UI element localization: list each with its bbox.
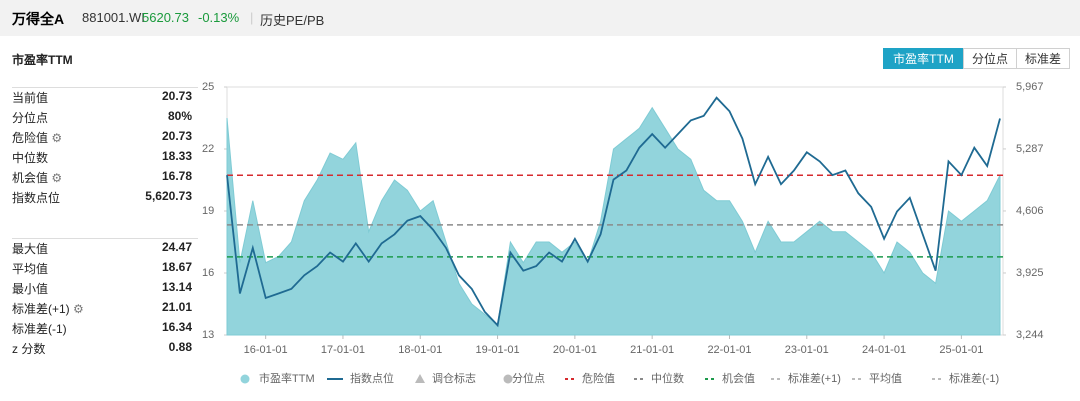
legend-label[interactable]: 调仓标志 <box>432 371 476 385</box>
legend-label[interactable]: 指数点位 <box>350 371 394 385</box>
y-tick-label: 22 <box>202 143 214 155</box>
y2-tick-label: 4,606 <box>1016 205 1044 217</box>
stat-row: 最大值 24.47 <box>12 240 192 257</box>
legend-label[interactable]: 中位数 <box>651 371 684 385</box>
gear-icon[interactable]: ⚙ <box>69 302 84 316</box>
stat-row: 危险值 ⚙ 20.73 <box>12 129 192 146</box>
stat-value: 18.67 <box>161 260 192 274</box>
header-tab[interactable]: 历史PE/PB <box>260 13 325 28</box>
index-code: 881001.WI <box>82 10 145 25</box>
legend-label[interactable]: 分位点 <box>512 371 545 385</box>
legend-label[interactable]: 标准差(-1) <box>949 371 999 385</box>
stat-label: 最小值 <box>12 282 49 296</box>
x-tick-label: 20-01-01 <box>553 344 597 356</box>
stat-value: 16.78 <box>161 169 192 183</box>
y-tick-label: 16 <box>202 267 214 279</box>
y-tick-label: 25 <box>202 81 214 93</box>
stat-value: 16.34 <box>161 320 192 334</box>
tab[interactable]: 市盈率TTM <box>883 48 964 69</box>
stat-value: 5,620.73 <box>145 189 192 203</box>
index-name: 万得全A <box>12 11 65 27</box>
gear-icon[interactable]: ⚙ <box>48 171 63 185</box>
y2-tick-label: 3,925 <box>1016 267 1044 279</box>
x-tick-label: 22-01-01 <box>707 344 751 356</box>
stat-label: 分位点 <box>12 111 49 125</box>
stat-label: 机会值 <box>12 171 49 185</box>
price: 5620.73 <box>142 10 189 25</box>
legend-label[interactable]: 机会值 <box>722 371 755 385</box>
stat-label: 中位数 <box>12 151 49 165</box>
index-line <box>226 96 1001 328</box>
x-tick-label: 17-01-01 <box>321 344 365 356</box>
stat-label: 指数点位 <box>12 191 61 205</box>
legend-marker <box>415 374 425 383</box>
stat-label: 当前值 <box>12 91 49 105</box>
panel-title: 市盈率TTM <box>12 53 73 67</box>
stat-row: z 分数 0.88 <box>12 340 192 357</box>
y2-tick-label: 5,967 <box>1016 81 1044 93</box>
legend-label[interactable]: 危险值 <box>582 371 615 385</box>
stat-value: 20.73 <box>161 129 192 143</box>
stat-value: 20.73 <box>161 89 192 103</box>
stat-value: 80% <box>167 109 192 123</box>
main <box>0 37 1080 401</box>
stat-value: 21.01 <box>161 300 192 314</box>
divider <box>12 238 198 239</box>
stat-label: 危险值 <box>12 131 49 145</box>
header: 万得全A 881001.WI 5620.73 -0.13% | 历史PE/PB <box>0 0 1080 36</box>
y2-tick-label: 5,287 <box>1016 143 1044 155</box>
stat-row: 最小值 13.14 <box>12 280 192 297</box>
legend-marker <box>503 374 513 384</box>
stat-label: 标准差(+1) <box>12 302 70 316</box>
x-tick-label: 25-01-01 <box>939 344 983 356</box>
stat-label: z 分数 <box>12 342 46 356</box>
x-tick-label: 23-01-01 <box>785 344 829 356</box>
stat-value: 24.47 <box>161 240 192 254</box>
stat-label: 标准差(-1) <box>12 322 67 336</box>
legend-label[interactable]: 平均值 <box>869 372 902 385</box>
stat-value: 13.14 <box>161 280 192 294</box>
x-tick-label: 24-01-01 <box>862 344 906 356</box>
legend-label[interactable]: 标准差(+1) <box>788 371 841 385</box>
stat-row: 中位数 18.33 <box>12 149 192 166</box>
legend-marker <box>240 374 250 384</box>
stat-label: 最大值 <box>12 242 49 256</box>
y2-tick-label: 3,244 <box>1016 329 1044 341</box>
stat-value: 18.33 <box>161 149 192 163</box>
stat-row: 标准差(+1) ⚙ 21.01 <box>12 300 192 317</box>
stat-row: 机会值 ⚙ 16.78 <box>12 169 192 186</box>
separator: | <box>250 10 254 25</box>
x-tick-label: 21-01-01 <box>630 344 674 356</box>
change: -0.13% <box>198 10 240 25</box>
tab[interactable]: 标准差 <box>1016 48 1070 69</box>
legend-label[interactable]: 市盈率TTM <box>259 371 315 385</box>
x-tick-label: 19-01-01 <box>476 344 520 356</box>
stat-row: 当前值 20.73 <box>12 89 192 106</box>
stat-row: 标准差(-1) 16.34 <box>12 320 192 337</box>
stat-label: 平均值 <box>12 262 49 276</box>
x-tick-label: 16-01-01 <box>244 344 288 356</box>
stat-row: 平均值 18.67 <box>12 260 192 277</box>
gear-icon[interactable]: ⚙ <box>48 131 63 145</box>
stat-row: 指数点位 5,620.73 <box>12 189 192 206</box>
pe-area <box>226 106 1001 336</box>
stat-value: 0.88 <box>168 340 192 354</box>
y-tick-label: 19 <box>202 205 214 217</box>
divider <box>12 87 198 88</box>
stat-row: 分位点 80% <box>12 109 192 126</box>
x-tick-label: 18-01-01 <box>398 344 442 356</box>
y-tick-label: 13 <box>202 329 214 341</box>
